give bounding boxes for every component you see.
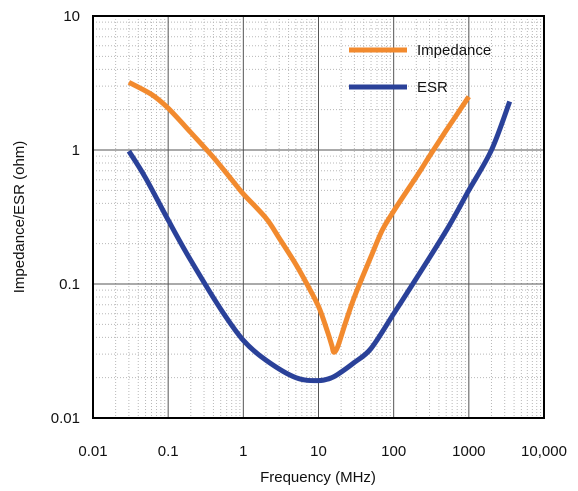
y-tick-label: 0.01 <box>51 410 80 427</box>
y-tick-labels: 0.01 0.1 1 10 <box>51 8 80 427</box>
series-line-impedance <box>127 80 471 355</box>
y-tick-label: 10 <box>63 8 80 25</box>
legend-label-impedance: Impedance <box>417 42 491 59</box>
legend: Impedance ESR <box>349 42 491 96</box>
x-tick-label: 1000 <box>452 443 485 460</box>
series-line-esr <box>126 100 513 384</box>
series-layer <box>126 80 513 384</box>
x-tick-label: 10 <box>310 443 327 460</box>
plot-area-frame <box>92 15 545 419</box>
x-tick-labels: 0.01 0.1 1 10 100 1000 10,000 <box>78 443 567 460</box>
x-tick-label: 0.01 <box>78 443 107 460</box>
y-tick-label: 0.1 <box>59 276 80 293</box>
legend-label-esr: ESR <box>417 79 448 96</box>
x-tick-label: 10,000 <box>521 443 567 460</box>
y-axis-title: Impedance/ESR (ohm) <box>11 141 28 294</box>
y-tick-label: 1 <box>72 142 80 159</box>
x-tick-label: 100 <box>381 443 406 460</box>
x-tick-label: 0.1 <box>158 443 179 460</box>
x-axis-title: Frequency (MHz) <box>260 469 376 486</box>
x-tick-label: 1 <box>239 443 247 460</box>
